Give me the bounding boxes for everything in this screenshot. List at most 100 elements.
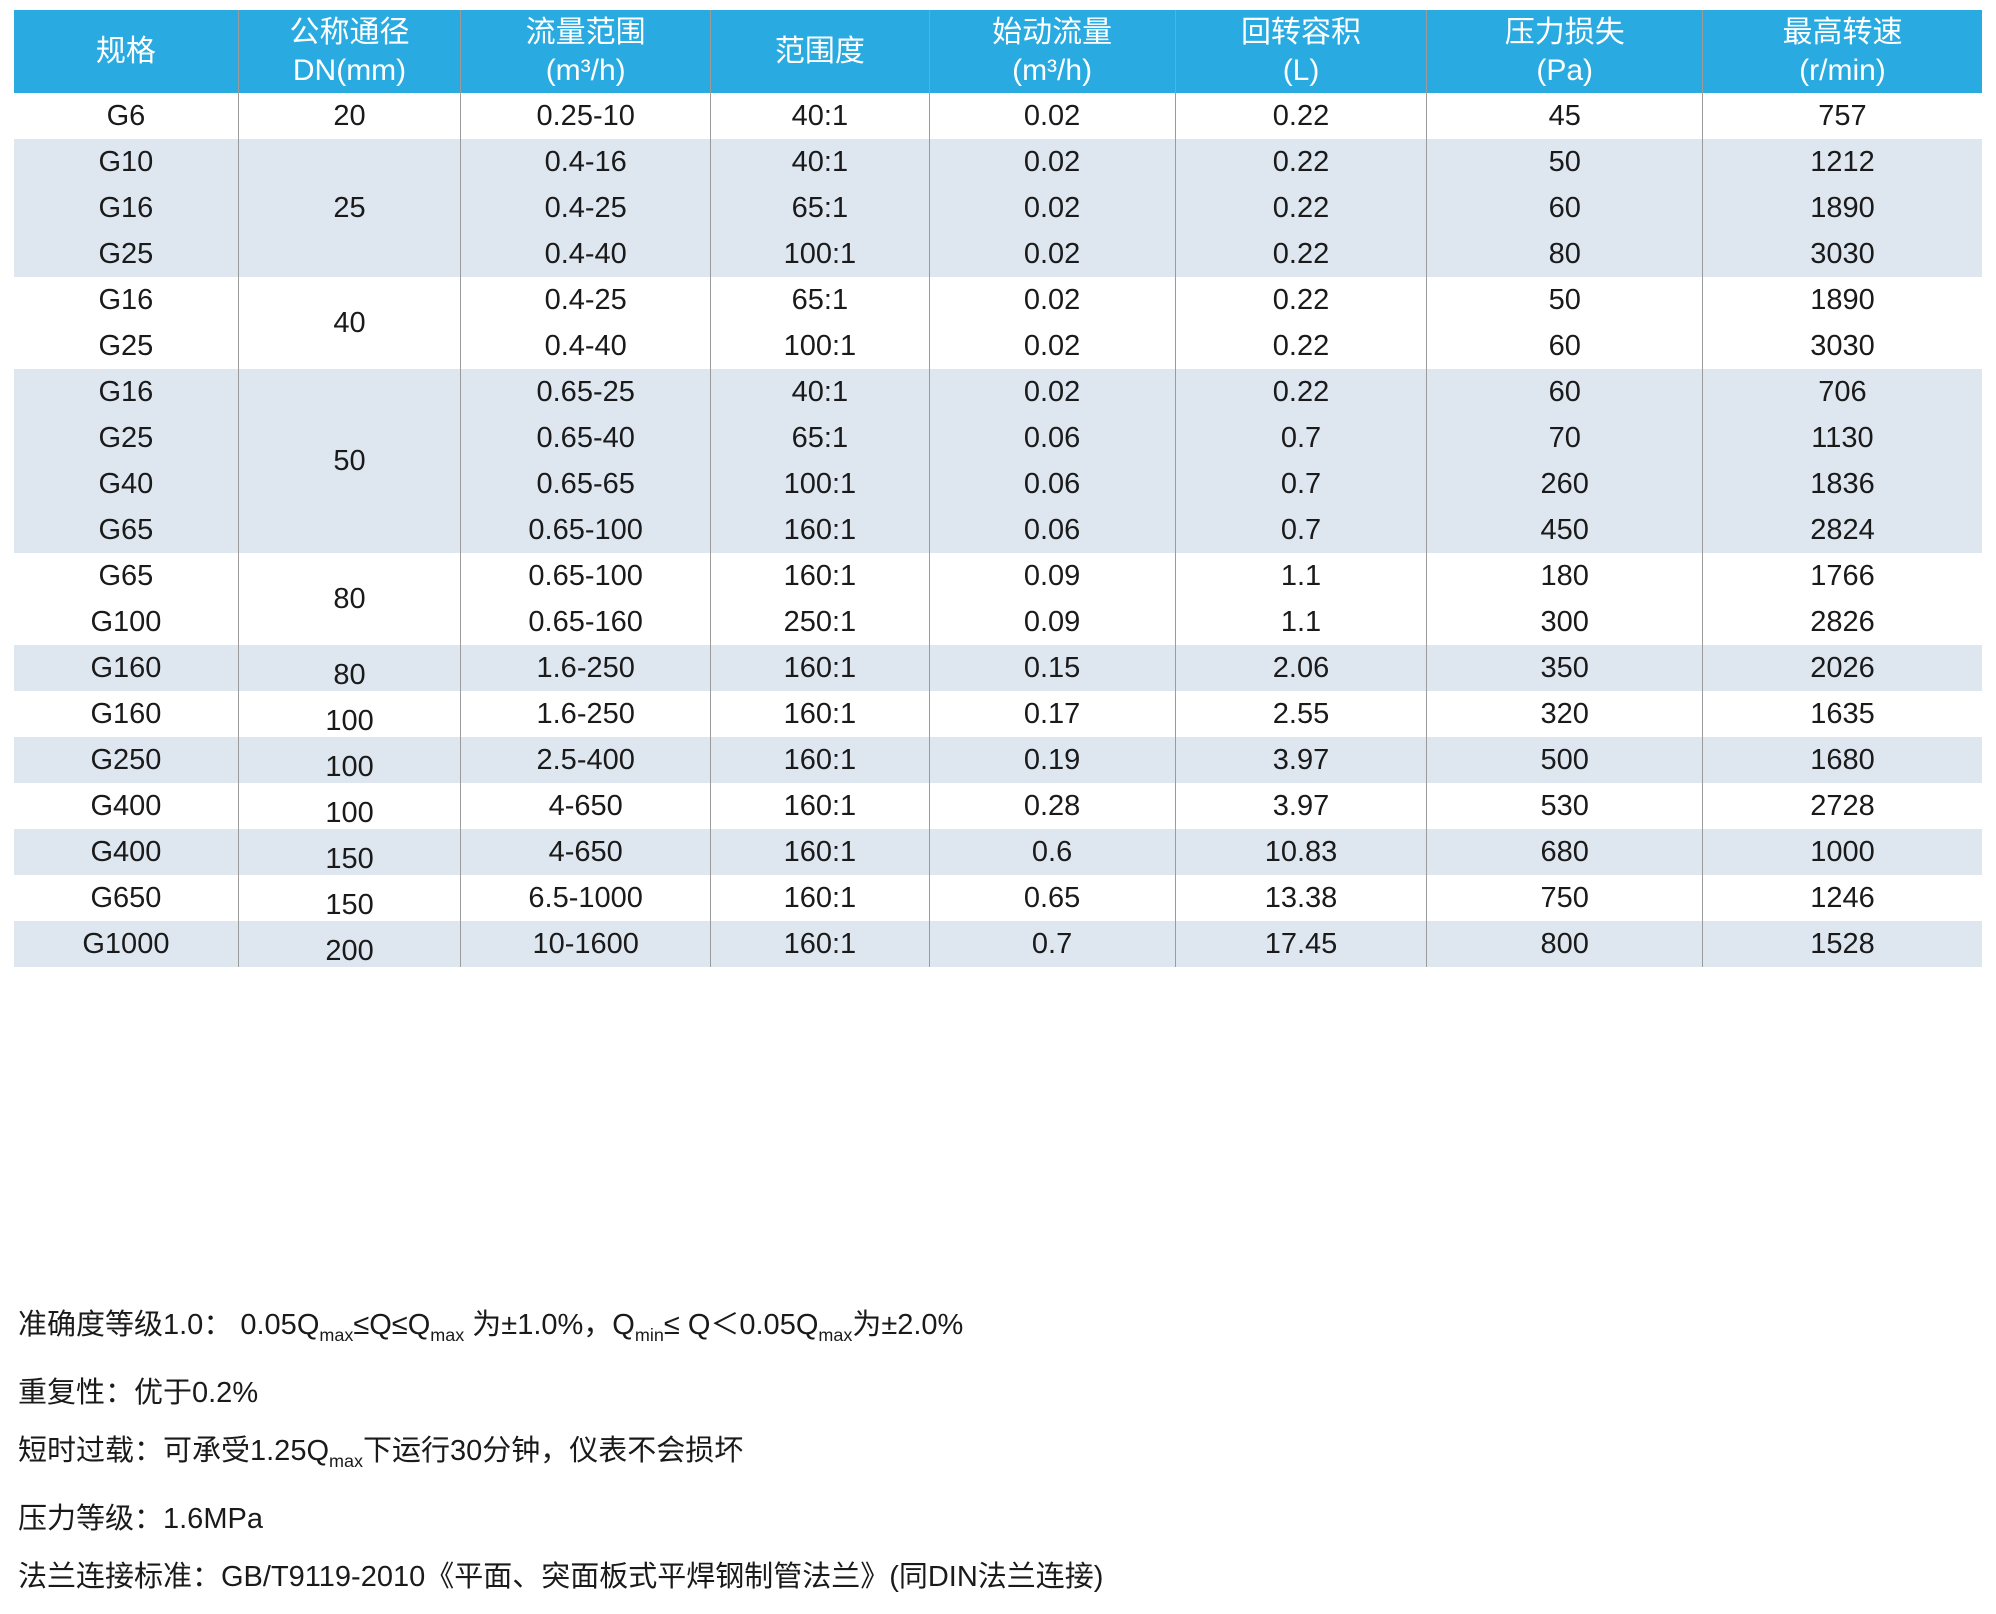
cell-range: 160:1 (710, 691, 930, 737)
cell-start: 0.09 (929, 599, 1176, 645)
column-label: 范围度 (774, 34, 865, 68)
cell-spec: G400 (14, 783, 239, 829)
cell-dn: 25 (238, 139, 462, 277)
cell-dn-value: 100 (325, 750, 374, 783)
cell-flow: 6.5-1000 (460, 875, 712, 921)
cell-flow: 0.4-40 (460, 323, 712, 369)
cell-start: 0.02 (929, 93, 1176, 139)
cell-spec: G16 (14, 369, 239, 415)
cell-loss: 50 (1426, 277, 1703, 323)
cell-dn-value: 20 (333, 99, 366, 132)
cell-start: 0.19 (929, 737, 1176, 783)
column-unit: (m³/h) (1012, 53, 1093, 87)
cell-start: 0.06 (929, 507, 1176, 553)
cell-dn: 150 (238, 875, 462, 921)
cell-loss: 80 (1426, 231, 1703, 277)
cell-loss: 260 (1426, 461, 1703, 507)
cell-dn-value: 80 (333, 658, 366, 691)
cell-speed: 2026 (1702, 645, 1982, 691)
table-row: G6 20 0.25-10 40:1 0.02 0.22 45 757 (14, 93, 1982, 139)
cell-speed: 1000 (1702, 829, 1982, 875)
cell-loss: 500 (1426, 737, 1703, 783)
table-header: 规格 公称通径 DN(mm) 流量范围 (m³/h) 范围度 始动流量 (m³/h) 回转容积 (… (14, 10, 1982, 93)
cell-speed: 757 (1702, 93, 1982, 139)
cell-speed: 1212 (1702, 139, 1982, 185)
cell-flow: 0.25-10 (460, 93, 712, 139)
cell-loss: 450 (1426, 507, 1703, 553)
cell-flow: 0.65-40 (460, 415, 712, 461)
note-line-5: 法兰连接标准：GB/T9119-2010《平面、突面板式平焊钢制管法兰》(同DI… (18, 1560, 1104, 1593)
cell-loss: 320 (1426, 691, 1703, 737)
cell-speed: 1890 (1702, 277, 1982, 323)
table-row: G40 0.65-65 100:1 0.06 0.7 260 1836 (14, 461, 1982, 507)
cell-start: 0.02 (929, 231, 1176, 277)
table-body: G6 20 0.25-10 40:1 0.02 0.22 45 757 G10 25 0.4-16 4… (14, 93, 1982, 967)
column-header-loss: 压力损失 (Pa) (1426, 10, 1703, 93)
cell-dn-value: 200 (325, 934, 374, 967)
cell-speed: 706 (1702, 369, 1982, 415)
cell-dn-value: 100 (325, 704, 374, 737)
cell-dn: 150 (238, 829, 462, 875)
cell-start: 0.06 (929, 461, 1176, 507)
cell-speed: 1890 (1702, 185, 1982, 231)
cell-speed: 1836 (1702, 461, 1982, 507)
cell-start: 0.7 (929, 921, 1176, 967)
cell-start: 0.06 (929, 415, 1176, 461)
cell-start: 0.02 (929, 323, 1176, 369)
cell-speed: 1766 (1702, 553, 1982, 599)
cell-volume: 0.22 (1175, 93, 1428, 139)
cell-flow: 1.6-250 (460, 691, 712, 737)
cell-loss: 45 (1426, 93, 1703, 139)
note-line-4: 压力等级：1.6MPa (18, 1502, 263, 1535)
cell-volume: 13.38 (1175, 875, 1428, 921)
table-row: G160 80 1.6-250 160:1 0.15 2.06 350 2026 (14, 645, 1982, 691)
cell-range: 160:1 (710, 507, 930, 553)
cell-flow: 10-1600 (460, 921, 712, 967)
cell-flow: 0.65-160 (460, 599, 712, 645)
cell-spec: G25 (14, 415, 239, 461)
table-row: G100 0.65-160 250:1 0.09 1.1 300 2826 (14, 599, 1982, 645)
cell-start: 0.02 (929, 185, 1176, 231)
cell-range: 65:1 (710, 277, 930, 323)
column-label: 公称通径 (289, 15, 410, 49)
cell-volume: 10.83 (1175, 829, 1428, 875)
cell-flow: 0.4-25 (460, 185, 712, 231)
table-row: G400 150 4-650 160:1 0.6 10.83 680 1000 (14, 829, 1982, 875)
cell-dn: 80 (238, 553, 462, 645)
cell-start: 0.02 (929, 139, 1176, 185)
cell-range: 100:1 (710, 461, 930, 507)
cell-start: 0.6 (929, 829, 1176, 875)
cell-flow: 0.65-100 (460, 507, 712, 553)
cell-flow: 2.5-400 (460, 737, 712, 783)
cell-loss: 60 (1426, 369, 1703, 415)
cell-volume: 0.22 (1175, 277, 1428, 323)
column-label: 流量范围 (525, 15, 646, 49)
cell-speed: 1130 (1702, 415, 1982, 461)
cell-loss: 50 (1426, 139, 1703, 185)
cell-start: 0.02 (929, 277, 1176, 323)
cell-dn: 200 (238, 921, 462, 967)
table-row: G250 100 2.5-400 160:1 0.19 3.97 500 1680 (14, 737, 1982, 783)
cell-flow: 1.6-250 (460, 645, 712, 691)
cell-spec: G40 (14, 461, 239, 507)
cell-dn: 40 (238, 277, 462, 369)
cell-dn-value: 100 (325, 796, 374, 829)
cell-range: 160:1 (710, 645, 930, 691)
cell-range: 160:1 (710, 783, 930, 829)
cell-spec: G160 (14, 645, 239, 691)
cell-volume: 2.55 (1175, 691, 1428, 737)
column-unit: DN(mm) (292, 53, 407, 87)
cell-flow: 0.4-16 (460, 139, 712, 185)
cell-spec: G65 (14, 553, 239, 599)
column-header-start: 始动流量 (m³/h) (929, 10, 1176, 93)
cell-speed: 1635 (1702, 691, 1982, 737)
cell-spec: G16 (14, 277, 239, 323)
cell-dn: 20 (238, 93, 462, 139)
cell-volume: 0.7 (1175, 507, 1428, 553)
cell-loss: 800 (1426, 921, 1703, 967)
cell-speed: 2826 (1702, 599, 1982, 645)
cell-start: 0.15 (929, 645, 1176, 691)
cell-flow: 0.65-100 (460, 553, 712, 599)
cell-flow: 0.65-65 (460, 461, 712, 507)
